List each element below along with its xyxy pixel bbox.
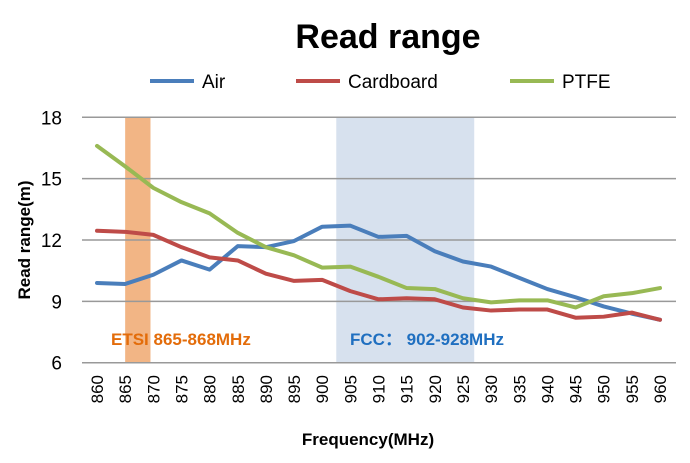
x-tick-label: 910 [370, 375, 389, 403]
x-tick-label: 920 [426, 375, 445, 403]
y-axis-label: Read range(m) [15, 180, 34, 299]
y-tick-label: 18 [41, 108, 62, 129]
x-tick-label: 875 [172, 375, 191, 403]
x-tick-label: 895 [285, 375, 304, 403]
x-tick-label: 955 [623, 375, 642, 403]
x-tick-label: 890 [257, 375, 276, 403]
y-tick-label: 12 [41, 231, 62, 252]
x-tick-label: 950 [595, 375, 614, 403]
x-tick-label: 935 [510, 375, 529, 403]
x-tick-label: 900 [313, 375, 332, 403]
x-tick-label: 860 [88, 375, 107, 403]
band-label: ETSI 865-868MHz [111, 330, 251, 349]
x-tick-label: 945 [567, 375, 586, 403]
band-label: FCC： 902-928MHz [350, 330, 504, 349]
x-tick-label: 885 [229, 375, 248, 403]
x-tick-label: 925 [454, 375, 473, 403]
x-tick-label: 865 [116, 375, 135, 403]
chart-title: Read range [295, 18, 480, 56]
x-tick-label: 940 [538, 375, 557, 403]
legend-label: Cardboard [348, 72, 438, 93]
y-tick-label: 9 [51, 292, 62, 313]
x-axis-label: Frequency(MHz) [302, 430, 434, 449]
legend-label: PTFE [562, 72, 611, 93]
x-tick-label: 930 [482, 375, 501, 403]
x-tick-label: 870 [144, 375, 163, 403]
x-tick-label: 960 [651, 375, 670, 403]
y-tick-label: 15 [41, 170, 62, 191]
legend-label: Air [202, 72, 226, 93]
y-tick-label: 6 [51, 354, 62, 375]
x-tick-label: 880 [201, 375, 220, 403]
x-tick-label: 915 [398, 375, 417, 403]
x-tick-label: 905 [341, 375, 360, 403]
